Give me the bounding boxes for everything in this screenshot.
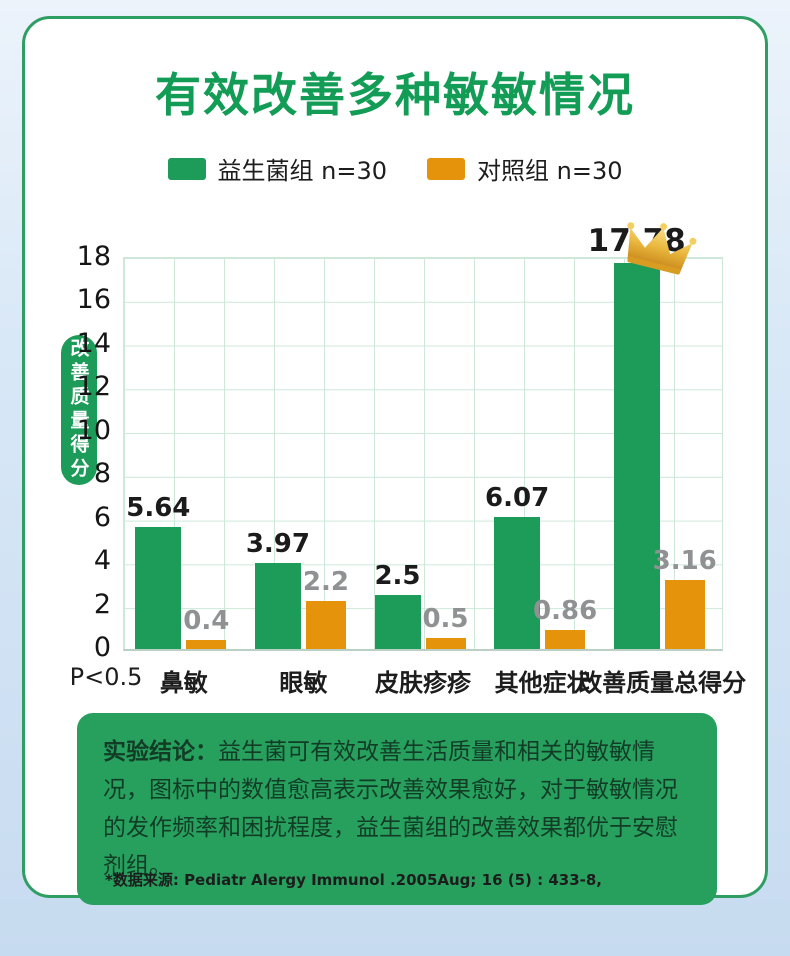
bar-control-4	[664, 580, 705, 649]
bar-value-label: 6.07	[485, 483, 550, 514]
conclusion-box: 实验结论：益生菌可有效改善生活质量和相关的敏敏情况，图标中的数值愈高表示改善效果…	[77, 713, 717, 905]
legend-swatch-probiotic	[167, 157, 206, 180]
bar-probiotic-3	[494, 517, 541, 649]
bar-chart: 0 2 4 6 8 10 12 14 16 18 P<0.5	[25, 222, 765, 697]
conclusion-text: 益生菌可有效改善生活质量和相关的敏敏情况，图标中的数值愈高表示改善效果愈好，对于…	[103, 739, 678, 879]
bar-value-label: 3.97	[245, 528, 310, 559]
x-axis-label-3: 其他症状	[494, 669, 591, 697]
bar-value-label: 0.4	[183, 606, 230, 637]
x-axis-label-2: 皮肤疹疹	[375, 669, 471, 697]
y-tick-label: 10	[76, 414, 111, 446]
legend-item-control: 对照组 n=30	[427, 151, 623, 186]
y-axis-label: 改善质量得分	[61, 335, 97, 485]
y-tick-label: 6	[93, 501, 111, 533]
x-axis-label-1: 眼敏	[279, 669, 328, 697]
y-tick-label: 14	[76, 327, 111, 359]
legend: 益生菌组 n=30 对照组 n=30	[25, 151, 765, 186]
bar-value-label: 5.64	[126, 492, 191, 523]
legend-swatch-control	[427, 157, 465, 180]
y-tick-label: 16	[76, 284, 111, 316]
y-tick-label: 4	[93, 545, 111, 577]
bar-control-0	[186, 640, 227, 649]
main-card: 有效改善多种敏敏情况 益生菌组 n=30 对照组 n=30 改善质量得分 0 2 4…	[22, 16, 768, 905]
y-axis-ticks: 0 2 4 6 8 10 12 14 16 18	[37, 241, 111, 663]
bar-control-3	[545, 630, 586, 649]
bar-value-label: 2.2	[302, 567, 349, 598]
bar-value-label: 3.16	[652, 546, 717, 577]
x-axis-label-0: 鼻敏	[159, 669, 208, 697]
bar-value-label: 0.5	[422, 604, 469, 635]
y-tick-label: 12	[76, 371, 111, 403]
chart-title: 有效改善多种敏敏情况	[155, 68, 635, 122]
y-tick-label: 0	[93, 632, 111, 663]
plot-area: P<0.5 5.64 0.4 鼻敏 3	[70, 222, 746, 697]
legend-label-probiotic: 益生菌组 n=30	[217, 157, 388, 185]
bar-probiotic-4	[613, 262, 660, 649]
y-tick-label: 8	[93, 458, 111, 490]
bar-value-label: 2.5	[374, 560, 421, 591]
x-axis-label-4: 改善质量总得分	[578, 669, 747, 697]
bar-probiotic-1	[254, 562, 301, 649]
legend-item-probiotic: 益生菌组 n=30	[167, 151, 388, 186]
data-source-footnote: *数据来源: Pediatr Alergy Immunol .2005Aug; …	[105, 871, 602, 889]
bar-value-label: 0.86	[533, 596, 598, 627]
crown-icon	[616, 213, 699, 285]
bar-probiotic-2	[374, 594, 421, 649]
conclusion-lead: 实验结论：	[103, 739, 218, 765]
bar-control-1	[305, 601, 346, 649]
p-value-note: P<0.5	[69, 663, 143, 691]
y-tick-label: 18	[76, 241, 111, 272]
bar-control-2	[425, 638, 466, 649]
y-tick-label: 2	[93, 588, 111, 620]
bar-probiotic-0	[135, 526, 182, 649]
legend-label-control: 对照组 n=30	[477, 157, 623, 185]
